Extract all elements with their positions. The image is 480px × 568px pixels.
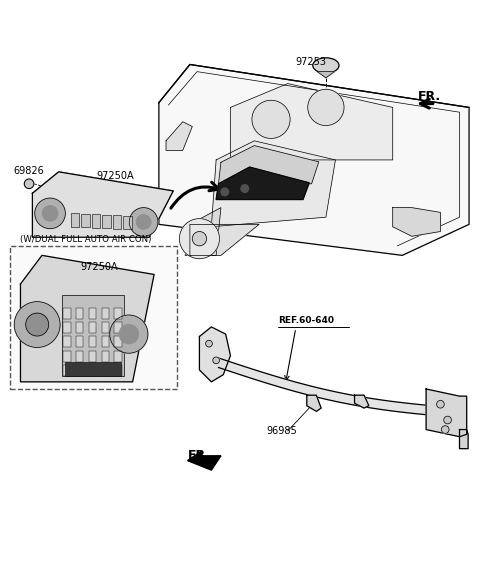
- Circle shape: [205, 340, 212, 347]
- Circle shape: [437, 400, 444, 408]
- Text: 97250A: 97250A: [80, 262, 118, 272]
- Circle shape: [308, 89, 344, 126]
- Bar: [115, 336, 122, 348]
- Text: REF.60-640: REF.60-640: [278, 316, 334, 325]
- Bar: [115, 308, 122, 319]
- Polygon shape: [166, 122, 192, 151]
- Text: 97253: 97253: [295, 57, 326, 68]
- Bar: [63, 365, 71, 376]
- Polygon shape: [355, 395, 369, 408]
- Bar: [76, 322, 84, 333]
- Bar: [89, 308, 96, 319]
- Bar: [71, 214, 79, 227]
- Bar: [89, 336, 96, 348]
- Polygon shape: [33, 172, 173, 237]
- Bar: [76, 365, 84, 376]
- Bar: [102, 215, 111, 228]
- Text: 69826: 69826: [13, 166, 44, 176]
- Bar: [89, 365, 96, 376]
- Circle shape: [442, 426, 449, 433]
- Circle shape: [180, 219, 219, 258]
- Circle shape: [110, 315, 148, 353]
- Text: FR.: FR.: [418, 90, 441, 103]
- Circle shape: [444, 416, 451, 424]
- Polygon shape: [317, 72, 335, 78]
- Bar: [102, 308, 109, 319]
- Polygon shape: [190, 224, 259, 256]
- Bar: [76, 351, 84, 362]
- Circle shape: [221, 188, 228, 196]
- Polygon shape: [159, 65, 469, 256]
- Circle shape: [129, 208, 158, 236]
- Bar: [10, 246, 177, 389]
- Circle shape: [119, 324, 138, 344]
- Bar: [115, 322, 122, 333]
- Bar: [102, 365, 109, 376]
- Polygon shape: [211, 141, 336, 227]
- Bar: [113, 215, 121, 229]
- Circle shape: [241, 185, 249, 193]
- Polygon shape: [218, 145, 319, 184]
- Circle shape: [14, 302, 60, 348]
- Bar: [63, 322, 71, 333]
- Text: 97250A: 97250A: [97, 171, 134, 181]
- Bar: [65, 362, 121, 375]
- Polygon shape: [188, 451, 221, 470]
- Polygon shape: [393, 208, 441, 236]
- Bar: [102, 322, 109, 333]
- Polygon shape: [21, 256, 154, 382]
- Bar: [92, 214, 100, 228]
- Circle shape: [136, 215, 151, 229]
- Polygon shape: [218, 358, 459, 417]
- Polygon shape: [216, 167, 309, 199]
- Text: (W/DUAL FULL AUTO AIR CON): (W/DUAL FULL AUTO AIR CON): [21, 235, 152, 244]
- Circle shape: [192, 232, 206, 246]
- Circle shape: [42, 206, 58, 221]
- Bar: [102, 336, 109, 348]
- Circle shape: [213, 357, 219, 364]
- Ellipse shape: [313, 58, 339, 73]
- Bar: [76, 308, 84, 319]
- Bar: [89, 322, 96, 333]
- Polygon shape: [199, 327, 230, 382]
- Bar: [76, 336, 84, 348]
- Bar: [123, 216, 132, 229]
- Bar: [62, 295, 123, 375]
- Polygon shape: [230, 83, 393, 160]
- Bar: [115, 365, 122, 376]
- Bar: [63, 308, 71, 319]
- Polygon shape: [426, 389, 467, 437]
- Circle shape: [35, 198, 65, 229]
- Bar: [102, 351, 109, 362]
- Bar: [115, 351, 122, 362]
- Text: 96985: 96985: [266, 427, 297, 436]
- Circle shape: [24, 179, 34, 189]
- Bar: [63, 351, 71, 362]
- Text: FR.: FR.: [188, 449, 211, 462]
- Polygon shape: [459, 429, 468, 449]
- Polygon shape: [307, 395, 321, 411]
- Circle shape: [252, 101, 290, 139]
- Bar: [81, 214, 90, 227]
- Circle shape: [26, 313, 48, 336]
- Bar: [89, 351, 96, 362]
- Bar: [63, 336, 71, 348]
- Polygon shape: [185, 208, 221, 256]
